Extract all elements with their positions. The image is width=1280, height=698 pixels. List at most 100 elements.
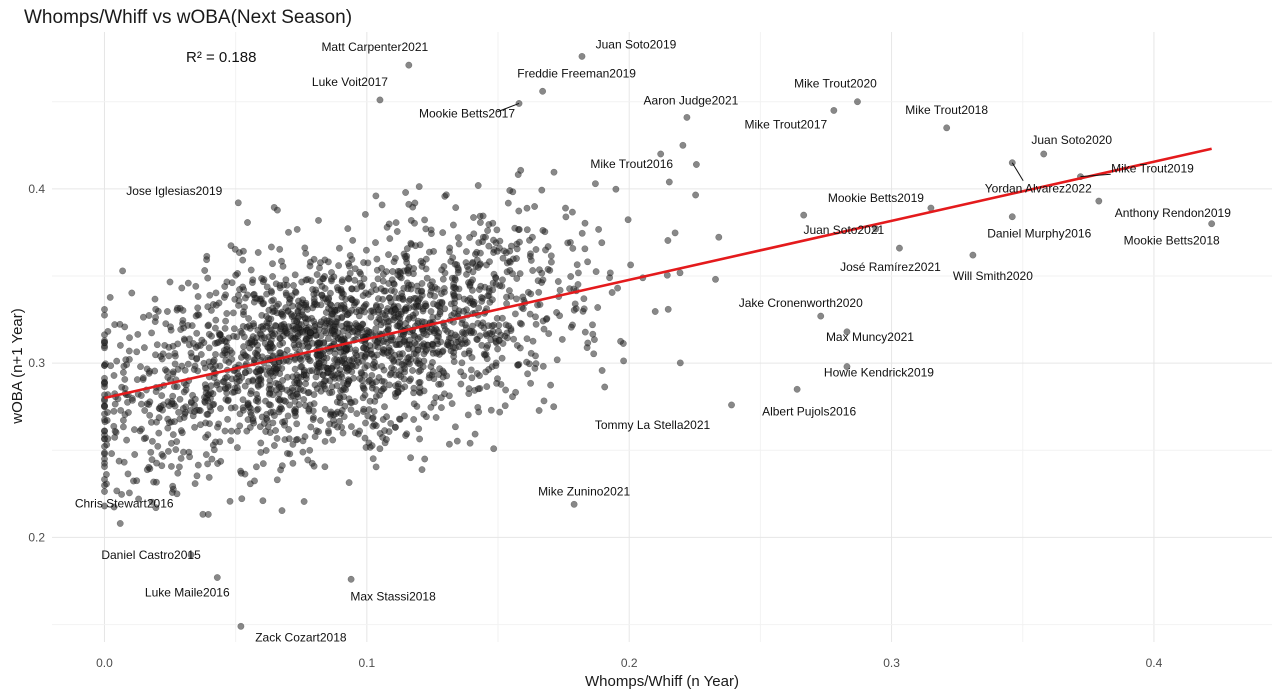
data-point <box>333 382 341 390</box>
data-point <box>336 366 344 374</box>
data-point <box>571 300 579 308</box>
data-point <box>174 469 182 477</box>
data-point <box>532 320 540 328</box>
data-point <box>239 247 247 255</box>
data-point <box>101 443 108 450</box>
data-point <box>151 295 159 303</box>
data-point <box>101 450 108 458</box>
data-point <box>289 302 296 310</box>
data-point <box>332 318 340 326</box>
data-point <box>387 286 395 294</box>
data-point <box>589 321 596 329</box>
data-point <box>168 400 176 408</box>
data-point <box>513 255 520 262</box>
data-point <box>383 413 391 421</box>
data-point <box>278 311 286 319</box>
data-point <box>490 445 498 453</box>
data-point <box>410 416 418 423</box>
data-point <box>617 337 625 345</box>
data-point <box>262 428 270 435</box>
data-point <box>225 334 233 342</box>
data-point <box>188 322 196 330</box>
data-point <box>276 370 284 378</box>
data-point <box>328 310 336 318</box>
data-point <box>226 497 234 505</box>
data-point <box>414 346 422 354</box>
data-point <box>152 313 160 321</box>
data-point <box>389 316 397 324</box>
data-point <box>466 294 474 302</box>
data-point <box>165 352 173 360</box>
data-point <box>345 275 353 283</box>
data-point <box>124 409 132 416</box>
data-point <box>336 399 344 407</box>
data-point <box>246 344 254 352</box>
grid <box>52 32 1272 642</box>
data-point <box>539 226 547 234</box>
data-point <box>147 448 155 456</box>
labeled-data-point <box>347 575 355 583</box>
data-point <box>410 400 418 408</box>
data-point <box>291 365 299 373</box>
data-point <box>378 362 386 370</box>
data-point <box>470 214 477 221</box>
data-point <box>462 321 469 329</box>
data-point <box>330 338 338 346</box>
data-point <box>480 350 488 358</box>
data-point <box>564 239 572 247</box>
data-point <box>374 295 382 303</box>
data-point <box>125 347 133 355</box>
labeled-data-point <box>1095 197 1103 205</box>
data-point <box>276 245 284 253</box>
data-point <box>502 386 510 394</box>
data-point <box>436 308 444 316</box>
data-point <box>164 373 172 381</box>
point-annotation: Mookie Betts2017 <box>419 106 515 120</box>
data-point <box>581 219 589 227</box>
data-point <box>671 229 679 237</box>
data-point <box>212 350 219 358</box>
data-point <box>316 321 324 329</box>
data-point <box>328 388 336 396</box>
data-point <box>101 418 109 426</box>
data-point <box>227 427 235 435</box>
data-point <box>119 267 127 275</box>
data-point <box>345 479 353 487</box>
data-point <box>120 362 128 370</box>
labeled-data-point <box>570 500 578 508</box>
data-point <box>458 359 466 367</box>
data-point <box>101 410 108 418</box>
data-point <box>315 216 322 224</box>
data-point <box>569 244 577 252</box>
data-point <box>556 286 564 294</box>
data-point <box>290 317 298 325</box>
data-point <box>513 275 521 282</box>
data-point <box>463 262 471 270</box>
data-point <box>433 349 441 357</box>
data-point <box>229 388 237 396</box>
data-point <box>293 225 301 233</box>
data-point <box>446 248 453 256</box>
data-point <box>532 313 539 321</box>
data-point <box>489 219 497 227</box>
data-point <box>324 258 332 266</box>
data-point <box>627 261 635 269</box>
data-points <box>101 141 808 518</box>
data-point <box>409 367 416 374</box>
data-point <box>292 324 300 332</box>
data-point <box>119 416 127 424</box>
data-point <box>154 442 162 450</box>
data-point <box>347 423 355 431</box>
data-point <box>110 407 118 415</box>
data-point <box>441 326 449 333</box>
labeled-data-point <box>843 328 851 336</box>
data-point <box>101 402 108 410</box>
data-point <box>493 379 501 387</box>
data-point <box>150 478 158 486</box>
point-annotation: Jake Cronenworth2020 <box>739 296 863 310</box>
data-point <box>488 296 496 304</box>
data-point <box>531 203 539 210</box>
data-point <box>447 257 455 265</box>
data-point <box>113 487 121 495</box>
data-point <box>118 383 126 391</box>
